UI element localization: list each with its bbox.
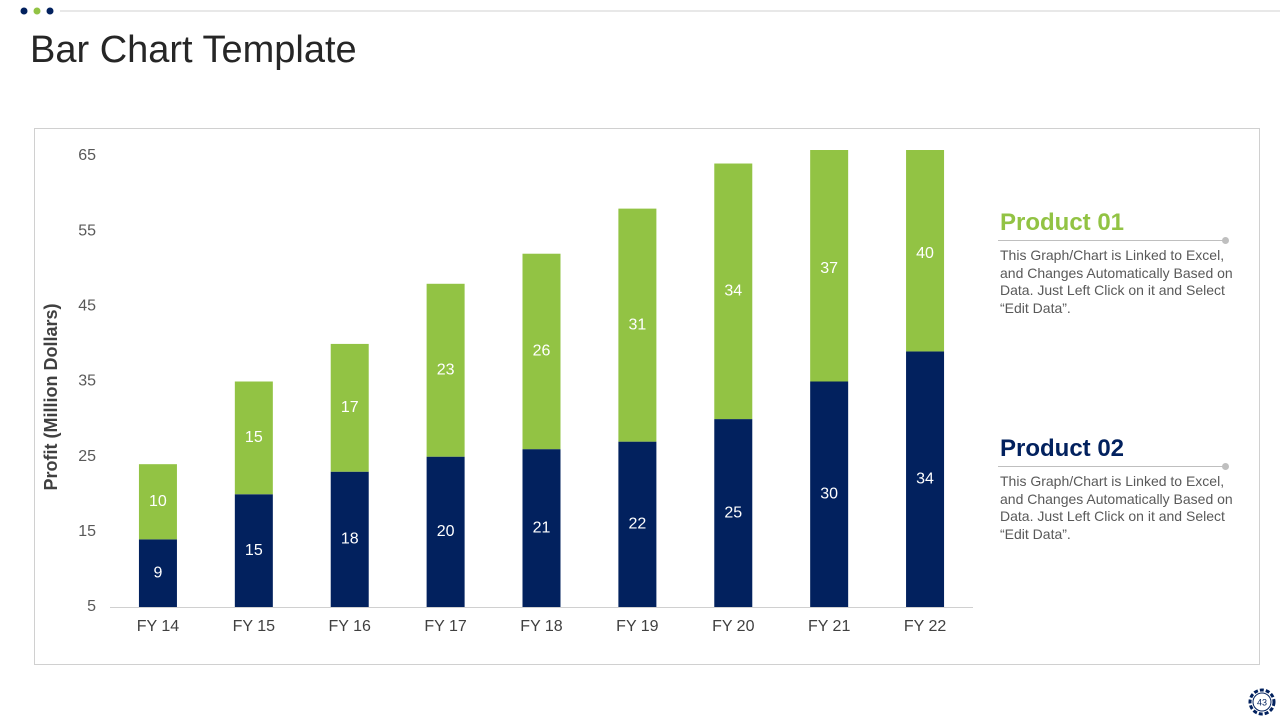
bar-segment <box>234 494 273 607</box>
y-tick-label: 5 <box>87 598 96 615</box>
bar-segment <box>426 456 465 607</box>
legend-rule <box>998 463 1229 470</box>
value-label: 18 <box>341 531 359 548</box>
bar-segment <box>522 449 561 607</box>
x-tick-label: FY 17 <box>424 618 467 635</box>
value-label: 15 <box>245 429 263 446</box>
legend-description: This Graph/Chart is Linked to Excel, and… <box>1000 473 1233 542</box>
bar-segment <box>714 163 753 420</box>
bar-segment <box>330 471 369 607</box>
header-dot <box>46 7 54 15</box>
value-label: 31 <box>628 316 646 333</box>
value-label: 40 <box>916 245 934 262</box>
value-label: 10 <box>149 493 167 510</box>
value-label: 9 <box>153 564 162 581</box>
y-tick-label: 55 <box>78 222 96 239</box>
legend-panel: Product 01 This Graph/Chart is Linked to … <box>998 209 1240 317</box>
legend-title: Product 02 <box>1000 435 1125 462</box>
plot-area <box>138 150 945 607</box>
bar-segment <box>906 351 945 607</box>
x-tick-label: FY 22 <box>904 618 947 635</box>
bar-segment <box>426 283 465 457</box>
value-label: 21 <box>533 519 551 536</box>
y-tick-label: 15 <box>78 523 96 540</box>
x-tick-label: FY 15 <box>233 618 276 635</box>
bar-segment <box>234 381 273 495</box>
bar-segment <box>138 464 177 540</box>
value-label: 37 <box>820 260 838 277</box>
value-label: 22 <box>628 516 646 533</box>
value-label: 26 <box>533 343 551 360</box>
bar-segment <box>522 253 561 450</box>
value-label: 15 <box>245 542 263 559</box>
y-tick-label: 65 <box>78 147 96 164</box>
y-axis-title: Profit (Million Dollars) <box>41 303 61 490</box>
header-dot <box>33 7 41 15</box>
value-label: 17 <box>341 399 359 416</box>
bar-segment <box>810 150 849 382</box>
x-tick-label: FY 14 <box>137 618 180 635</box>
bar-segment <box>906 150 945 352</box>
value-label: 23 <box>437 361 455 378</box>
header-dot <box>20 7 28 15</box>
value-label: 34 <box>916 470 934 487</box>
y-tick-label: 45 <box>78 298 96 315</box>
legend-panel: Product 02 This Graph/Chart is Linked to … <box>998 435 1240 543</box>
x-tick-label: FY 20 <box>712 618 755 635</box>
legend-description: This Graph/Chart is Linked to Excel, and… <box>1000 247 1233 316</box>
chart-frame <box>34 128 1260 665</box>
bar-segment <box>618 441 657 607</box>
x-tick-label: FY 21 <box>808 618 851 635</box>
page-number: 43 <box>1257 697 1267 707</box>
legend-rule <box>998 237 1229 244</box>
legend-title: Product 01 <box>1000 209 1125 236</box>
value-label: 25 <box>724 504 742 521</box>
y-tick-label: 35 <box>78 373 96 390</box>
x-tick-label: FY 19 <box>616 618 659 635</box>
bar-segment <box>330 343 369 472</box>
value-label: 20 <box>437 523 455 540</box>
page-badge <box>1248 688 1276 716</box>
x-tick-label: FY 16 <box>329 618 372 635</box>
bar-segment <box>138 539 177 607</box>
bar-segment <box>618 208 657 442</box>
x-tick-label: FY 18 <box>520 618 563 635</box>
bar-segment <box>810 381 849 607</box>
value-label: 30 <box>820 485 838 502</box>
value-label: 34 <box>724 283 742 300</box>
y-tick-label: 25 <box>78 448 96 465</box>
slide-title: Bar Chart Template <box>30 29 357 71</box>
page-badge-inner <box>1252 692 1272 712</box>
bar-segment <box>714 419 753 607</box>
